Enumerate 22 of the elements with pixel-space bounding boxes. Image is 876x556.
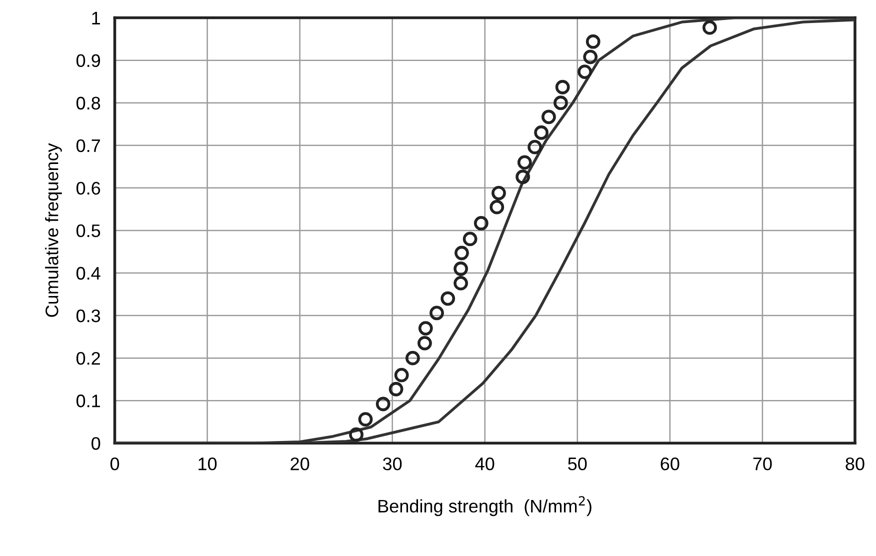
x-tick-label: 30 <box>382 458 402 470</box>
y-tick-label: 0.3 <box>76 309 100 322</box>
y-tick-label: 0.9 <box>76 54 100 68</box>
x-tick-label: 70 <box>753 458 772 470</box>
x-axis-title: Bending strength (N/mm$^{2}$) <box>378 496 592 516</box>
x-tick-label: 60 <box>660 458 680 470</box>
y-tick-label: 0.8 <box>76 96 100 110</box>
y-tick-label: 0 <box>92 437 100 450</box>
y-axis-title: Cumulative frequency <box>45 143 62 317</box>
y-tick-label: 0.2 <box>76 352 100 365</box>
x-tick-label: 0 <box>110 458 120 470</box>
x-tick-label: 20 <box>290 458 310 470</box>
y-tick-label: 0.6 <box>76 182 100 195</box>
y-tick-label: 1 <box>92 12 100 24</box>
x-tick-label: 40 <box>475 458 494 470</box>
x-tick-label: 10 <box>198 458 217 470</box>
x-tick-label: 80 <box>846 458 864 470</box>
x-tick-label: 50 <box>568 458 587 470</box>
y-tick-label: 0.7 <box>76 139 100 152</box>
y-tick-label: 0.1 <box>76 394 100 408</box>
y-tick-label: 0.4 <box>76 266 100 280</box>
y-tick-label: 0.5 <box>76 224 100 238</box>
